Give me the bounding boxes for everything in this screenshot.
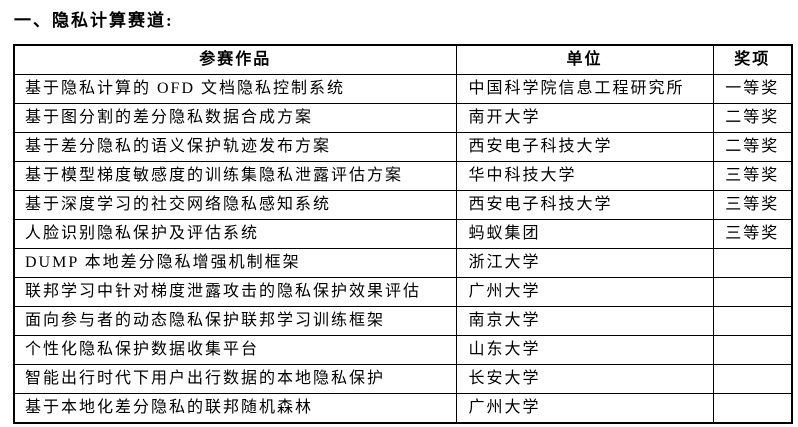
organization-cell: 华中科技大学 <box>455 161 714 191</box>
organization-cell: 山东大学 <box>455 335 714 365</box>
table-row: 基于模型梯度敏感度的训练集隐私泄露评估方案 华中科技大学 三等奖 <box>13 161 793 191</box>
table-body: 基于隐私计算的 OFD 文档隐私控制系统 中国科学院信息工程研究所 一等奖 基于… <box>13 74 793 424</box>
table-row: 基于图分割的差分隐私数据合成方案 南开大学 二等奖 <box>13 103 793 133</box>
section-title: 一、隐私计算赛道: <box>14 11 174 30</box>
table-row: 人脸识别隐私保护及评估系统 蚂蚁集团 三等奖 <box>13 219 793 249</box>
entry-title-cell: 面向参与者的动态隐私保护联邦学习训练框架 <box>13 306 457 336</box>
table-header-row: 参赛作品 单位 奖项 <box>13 44 793 75</box>
organization-cell: 长安大学 <box>455 364 714 394</box>
entry-title-cell: 基于差分隐私的语义保护轨迹发布方案 <box>13 132 457 162</box>
award-cell <box>712 393 793 424</box>
award-cell <box>712 248 793 278</box>
document-page: 一、隐私计算赛道: 参赛作品 单位 奖项 基于隐私计算的 OFD 文档隐私控制系… <box>0 9 798 427</box>
award-cell: 三等奖 <box>712 219 793 249</box>
award-cell: 三等奖 <box>712 161 793 191</box>
table-row: 联邦学习中针对梯度泄露攻击的隐私保护效果评估 广州大学 <box>13 277 793 307</box>
award-cell <box>712 277 793 307</box>
award-cell <box>712 364 793 394</box>
table-row: 智能出行时代下用户出行数据的本地隐私保护 长安大学 <box>13 364 793 394</box>
table-row: 基于差分隐私的语义保护轨迹发布方案 西安电子科技大学 二等奖 <box>13 132 793 162</box>
entry-title-cell: 人脸识别隐私保护及评估系统 <box>13 219 457 249</box>
organization-cell: 蚂蚁集团 <box>455 219 714 249</box>
organization-cell: 浙江大学 <box>455 248 714 278</box>
table-row: 面向参与者的动态隐私保护联邦学习训练框架 南京大学 <box>13 306 793 336</box>
award-cell: 一等奖 <box>712 74 793 104</box>
table-row: 基于隐私计算的 OFD 文档隐私控制系统 中国科学院信息工程研究所 一等奖 <box>13 74 793 104</box>
organization-cell: 南京大学 <box>455 306 714 336</box>
table-row: 基于深度学习的社交网络隐私感知系统 西安电子科技大学 三等奖 <box>13 190 793 220</box>
award-cell: 三等奖 <box>712 190 793 220</box>
entry-title-cell: 基于本地化差分隐私的联邦随机森林 <box>13 393 457 424</box>
table-row: 个性化隐私保护数据收集平台 山东大学 <box>13 335 793 365</box>
entry-title-cell: 基于模型梯度敏感度的训练集隐私泄露评估方案 <box>13 161 457 191</box>
column-header-award: 奖项 <box>712 44 793 75</box>
award-cell <box>712 335 793 365</box>
entry-title-cell: 基于深度学习的社交网络隐私感知系统 <box>13 190 457 220</box>
entry-title-cell: 基于隐私计算的 OFD 文档隐私控制系统 <box>13 74 457 104</box>
column-header-organization: 单位 <box>455 44 714 75</box>
organization-cell: 南开大学 <box>455 103 714 133</box>
awards-table: 参赛作品 单位 奖项 基于隐私计算的 OFD 文档隐私控制系统 中国科学院信息工… <box>13 44 793 424</box>
entry-title-cell: 基于图分割的差分隐私数据合成方案 <box>13 103 457 133</box>
organization-cell: 广州大学 <box>455 393 714 424</box>
organization-cell: 西安电子科技大学 <box>455 190 714 220</box>
table-row: DUMP 本地差分隐私增强机制框架 浙江大学 <box>13 248 793 278</box>
award-cell <box>712 306 793 336</box>
organization-cell: 广州大学 <box>455 277 714 307</box>
entry-title-cell: 智能出行时代下用户出行数据的本地隐私保护 <box>13 364 457 394</box>
entry-title-cell: 联邦学习中针对梯度泄露攻击的隐私保护效果评估 <box>13 277 457 307</box>
entry-title-cell: DUMP 本地差分隐私增强机制框架 <box>13 248 457 278</box>
organization-cell: 中国科学院信息工程研究所 <box>455 74 714 104</box>
award-cell: 二等奖 <box>712 132 793 162</box>
award-cell: 二等奖 <box>712 103 793 133</box>
entry-title-cell: 个性化隐私保护数据收集平台 <box>13 335 457 365</box>
column-header-entry: 参赛作品 <box>13 44 457 75</box>
table-row: 基于本地化差分隐私的联邦随机森林 广州大学 <box>13 393 793 424</box>
organization-cell: 西安电子科技大学 <box>455 132 714 162</box>
